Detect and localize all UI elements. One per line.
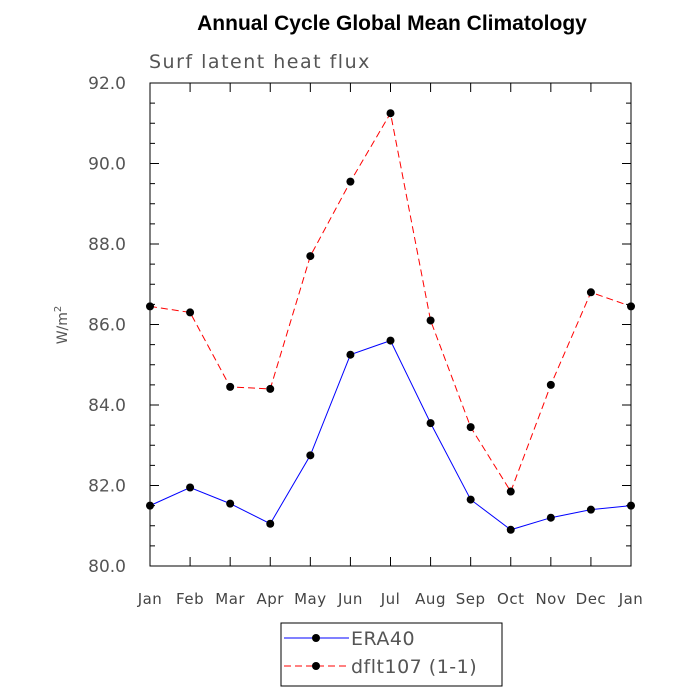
- data-point-series-1: [466, 423, 475, 432]
- x-tick-label: Apr: [257, 590, 285, 608]
- legend-box: [280, 622, 503, 687]
- y-tick-label: 86.0: [88, 316, 126, 336]
- series-line-1: [149, 111, 632, 493]
- data-point-series-0: [466, 495, 475, 504]
- data-point-series-0: [506, 525, 515, 534]
- legend-marker-dflt107: [312, 662, 320, 670]
- y-axis: 80.0 82.0 84.0 86.0 88.0 90.0 92.0: [88, 74, 631, 577]
- data-point-series-0: [546, 513, 555, 522]
- y-tick-label: 80.0: [88, 557, 126, 577]
- x-tick-label: Aug: [415, 590, 446, 608]
- y-axis-label: W/m2: [53, 306, 71, 345]
- data-point-series-0: [306, 451, 315, 460]
- data-point-series-0: [186, 483, 195, 492]
- y-axis-label-superscript: 2: [53, 306, 64, 312]
- x-tick-label: Jun: [337, 590, 363, 608]
- y-tick-label: 92.0: [88, 74, 126, 94]
- data-point-series-1: [226, 382, 235, 391]
- x-tick-label: Nov: [535, 590, 566, 608]
- legend-marker-era40: [312, 634, 320, 642]
- x-tick-label: Jan: [618, 590, 644, 608]
- data-point-series-1: [146, 302, 154, 311]
- data-point-series-0: [226, 499, 235, 508]
- data-point-series-0: [426, 419, 435, 428]
- data-point-series-1: [426, 316, 435, 325]
- y-axis-label-text: W/m: [55, 312, 71, 344]
- series-layer: [146, 109, 635, 534]
- data-point-series-0: [386, 336, 395, 345]
- data-point-series-0: [346, 350, 355, 359]
- data-point-series-1: [306, 252, 315, 261]
- x-tick-label: Jul: [380, 590, 401, 608]
- legend-label-era40: ERA40: [351, 628, 415, 650]
- data-point-series-1: [546, 380, 555, 389]
- x-tick-label: May: [294, 590, 327, 608]
- x-tick-label: Mar: [215, 590, 245, 608]
- y-tick-label: 90.0: [88, 155, 126, 175]
- y-tick-label: 82.0: [88, 477, 126, 497]
- data-point-series-1: [586, 288, 595, 297]
- series-line-0: [149, 339, 632, 531]
- x-tick-label: Sep: [456, 590, 486, 608]
- data-point-series-1: [386, 109, 395, 118]
- chart-subtitle: Surf latent heat flux: [149, 51, 371, 73]
- data-point-series-0: [627, 501, 635, 510]
- data-point-series-0: [586, 505, 595, 514]
- x-tick-label: Dec: [576, 590, 607, 608]
- x-tick-label: Jan: [137, 590, 163, 608]
- x-tick-label: Oct: [497, 590, 524, 608]
- data-point-series-1: [346, 177, 355, 186]
- data-point-series-1: [506, 487, 515, 496]
- y-tick-label: 84.0: [88, 396, 126, 416]
- y-tick-label: 88.0: [88, 235, 126, 255]
- legend-label-dflt107: dflt107 (1-1): [351, 656, 477, 678]
- data-point-series-1: [627, 302, 635, 311]
- x-axis: Jan Feb Mar Apr May Jun Jul Aug Sep Oct Nov Dec Jan: [137, 83, 644, 608]
- data-point-series-1: [266, 384, 275, 393]
- chart-title: Annual Cycle Global Mean Climatology: [197, 12, 587, 35]
- x-tick-label: Feb: [176, 590, 204, 608]
- data-point-series-0: [146, 501, 154, 510]
- data-point-series-1: [186, 308, 195, 317]
- legend: ERA40 dflt107 (1-1): [280, 622, 503, 687]
- data-point-series-0: [266, 519, 275, 528]
- plot-frame: [149, 82, 632, 567]
